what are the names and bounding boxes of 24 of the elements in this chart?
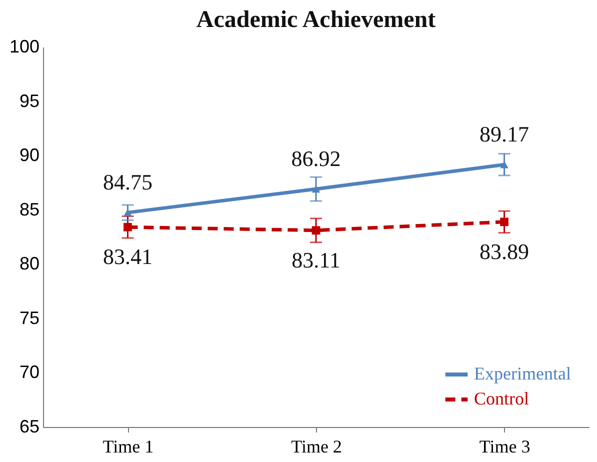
y-tick-label: 70 bbox=[19, 362, 40, 382]
y-tick-label: 80 bbox=[19, 254, 40, 274]
data-label: 83.11 bbox=[292, 247, 340, 272]
data-label: 83.89 bbox=[480, 238, 530, 264]
y-tick-label: 85 bbox=[19, 199, 40, 220]
y-tick-label: 75 bbox=[19, 308, 40, 328]
legend-label: Experimental bbox=[474, 364, 571, 384]
data-label: 89.17 bbox=[480, 122, 530, 147]
x-tick-label: Time 2 bbox=[291, 436, 342, 456]
y-tick-label: 95 bbox=[19, 90, 40, 111]
data-label: 83.41 bbox=[102, 244, 152, 270]
x-tick-label: Time 1 bbox=[102, 436, 154, 456]
point bbox=[500, 218, 508, 226]
point bbox=[312, 226, 320, 235]
chart-title: Academic Achievement bbox=[196, 7, 436, 33]
y-tick-label: 90 bbox=[19, 145, 40, 166]
legend-label: Control bbox=[474, 388, 530, 408]
point bbox=[312, 185, 320, 193]
data-label: 86.92 bbox=[291, 146, 341, 172]
y-tick-label: 100 bbox=[9, 36, 40, 56]
point bbox=[124, 222, 132, 232]
x-tick-label: Time 3 bbox=[479, 436, 530, 456]
y-tick-label: 65 bbox=[19, 416, 40, 436]
data-label: 84.75 bbox=[102, 170, 152, 195]
